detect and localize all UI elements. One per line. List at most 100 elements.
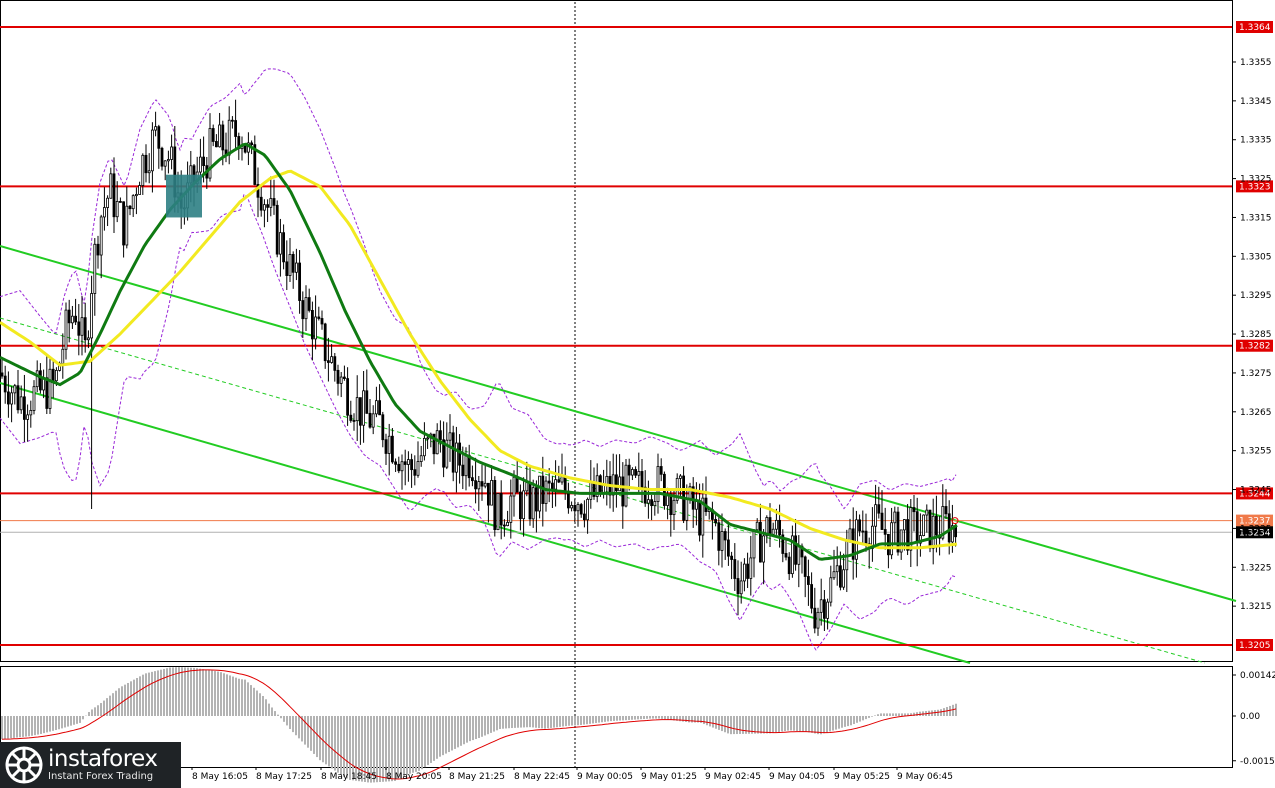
candle-body: [394, 461, 398, 465]
candle-body: [637, 471, 641, 476]
candle-body: [672, 499, 676, 516]
candle-261: [835, 546, 839, 586]
candle-179: [573, 498, 577, 523]
candle-body: [234, 120, 238, 137]
candle-body: [275, 204, 279, 255]
last-price-label: 1.3234: [1239, 528, 1271, 538]
osc-tick-2: -0.00155: [1240, 757, 1275, 767]
candle-body: [810, 584, 813, 609]
candle-body: [502, 524, 506, 527]
price-tick-2: 1.3335: [1240, 136, 1272, 146]
candle-body: [685, 498, 689, 521]
candle-body: [829, 577, 833, 603]
envelope-bands: [0, 68, 957, 651]
candle-175: [560, 453, 564, 485]
candle-171: [547, 468, 551, 503]
candle-body: [288, 254, 292, 276]
candle-body: [855, 519, 858, 560]
candle-122: [390, 428, 394, 464]
level-label-3: 1.3244: [1239, 489, 1271, 499]
candle-body: [381, 414, 385, 441]
price-tick-1: 1.3345: [1240, 97, 1272, 107]
candle-117: [374, 386, 378, 418]
candle-24: [77, 304, 81, 356]
candle-67: [214, 134, 218, 148]
candle-279: [893, 506, 897, 544]
candle-body: [278, 232, 282, 255]
candle-183: [586, 497, 589, 534]
candle-body: [256, 184, 260, 198]
candle-body: [919, 535, 922, 544]
candle-130: [416, 441, 420, 478]
channel-upper-line: [0, 245, 1237, 602]
candle-body: [22, 396, 26, 420]
moving-averages: [0, 142, 959, 561]
candle-body: [349, 414, 353, 421]
candle-112: [358, 397, 362, 445]
level-lines: [0, 26, 1232, 646]
candle-228: [730, 551, 733, 580]
candle-19: [61, 333, 65, 379]
candle-75: [240, 136, 244, 161]
candle-285: [912, 495, 916, 532]
candle-46: [147, 153, 151, 184]
time-label-7: 9 May 01:25: [641, 772, 697, 782]
candle-body: [778, 519, 781, 536]
candle-body: [365, 390, 369, 414]
candle-body: [551, 482, 554, 490]
candle-244: [781, 529, 785, 563]
candle-27: [87, 330, 90, 349]
candle-140: [448, 414, 452, 462]
candle-294: [941, 484, 945, 541]
candle-body: [422, 437, 426, 457]
level-label-2: 1.3282: [1239, 342, 1271, 352]
candle-50: [160, 146, 164, 171]
candle-body: [208, 128, 212, 179]
candle-70: [224, 132, 228, 163]
signal-box: [166, 174, 202, 218]
candle-body: [406, 459, 410, 465]
candle-131: [419, 445, 423, 467]
candle-172: [551, 476, 554, 508]
candle-body: [781, 534, 785, 554]
candle-body: [909, 507, 913, 551]
candle-body: [538, 475, 541, 512]
candle-body: [122, 201, 125, 246]
osc-signal-line: [1, 669, 957, 780]
candle-body: [615, 474, 618, 492]
candle-110: [352, 413, 356, 431]
candle-119: [381, 411, 385, 448]
candle-body: [496, 493, 500, 531]
time-label-4: 8 May 21:25: [449, 772, 505, 782]
candle-233: [746, 552, 749, 589]
candle-5: [16, 370, 20, 414]
candle-109: [349, 400, 353, 423]
candle-body: [813, 607, 817, 629]
candle-156: [499, 480, 503, 540]
candle-body: [202, 156, 206, 166]
osc-tick-0: 0.00142: [1240, 671, 1275, 681]
candle-150: [480, 464, 484, 501]
last-price-marker: [951, 517, 959, 525]
candle-body: [77, 321, 81, 336]
candle-258: [826, 598, 829, 630]
candle-28: [90, 275, 93, 509]
candle-98: [314, 295, 318, 350]
candle-167: [535, 480, 538, 533]
candle-14: [45, 356, 49, 415]
slow-ma-line: [0, 169, 958, 550]
candle-body: [336, 369, 340, 384]
candle-246: [787, 552, 791, 580]
candle-body: [653, 501, 657, 507]
candle-body: [787, 556, 791, 575]
candle-body: [842, 569, 845, 588]
candle-body: [99, 216, 103, 256]
level-tag-3: [1236, 487, 1273, 500]
candle-body: [400, 461, 404, 472]
candle-202: [647, 480, 650, 519]
candle-body: [864, 530, 868, 545]
candle-body: [535, 487, 538, 512]
candle-155: [496, 493, 500, 531]
candle-body: [3, 375, 7, 393]
